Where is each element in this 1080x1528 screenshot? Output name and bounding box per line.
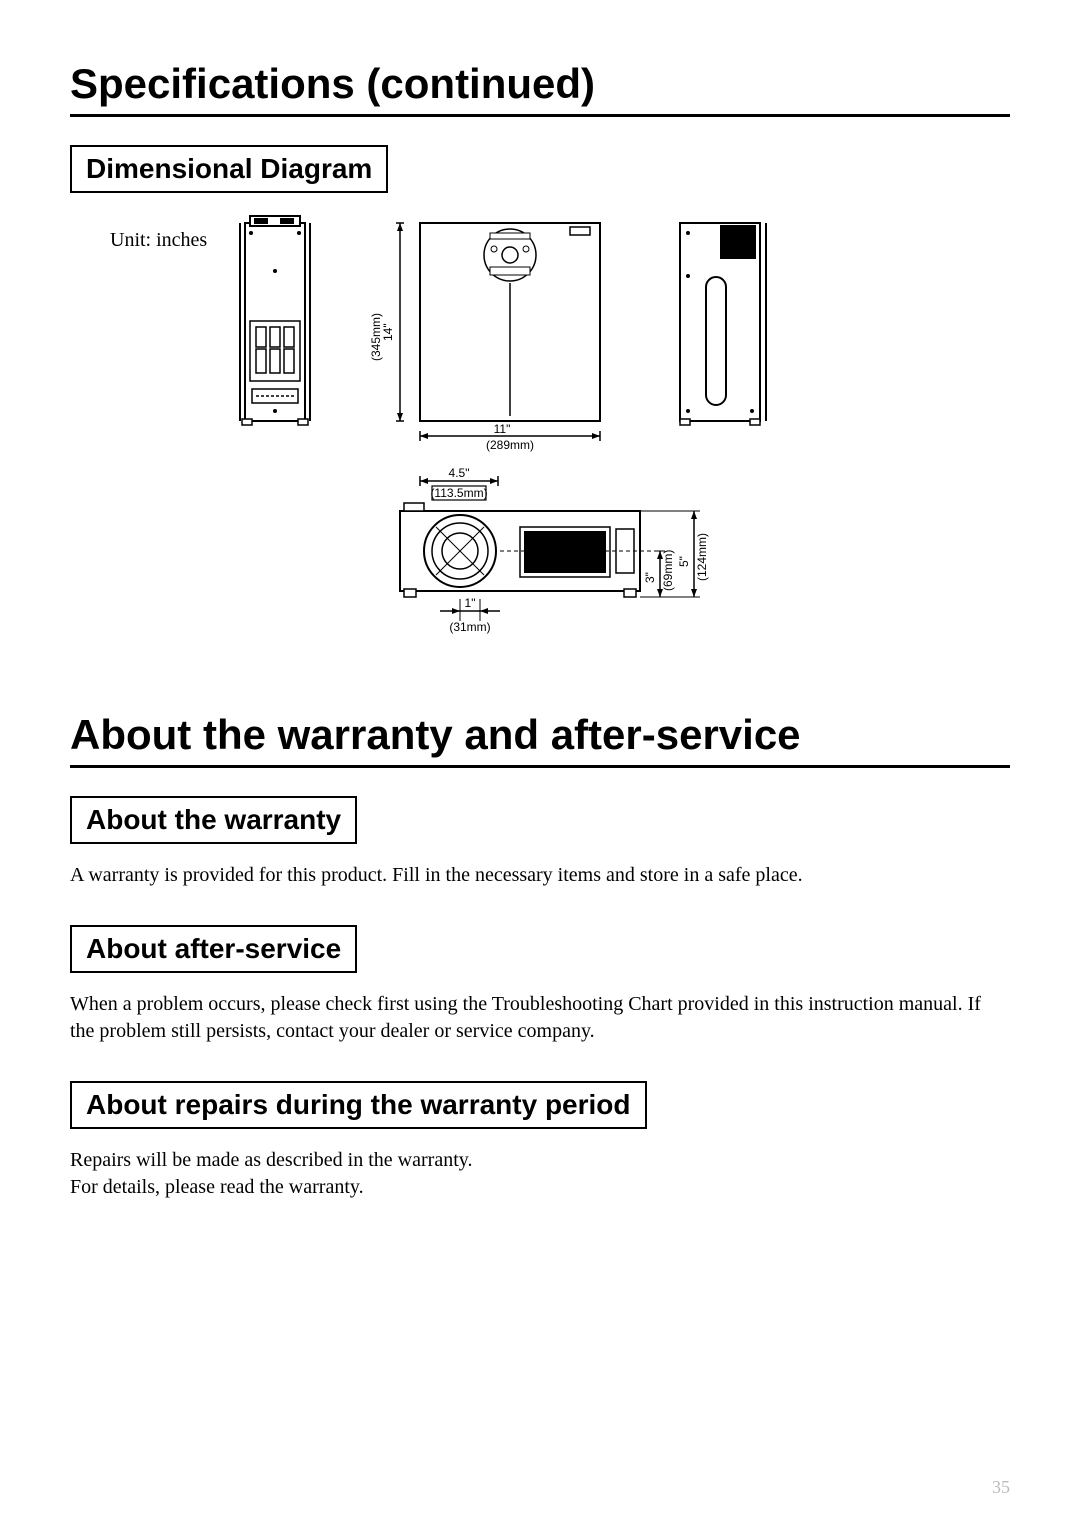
dim-d1-in: 3"	[643, 572, 657, 583]
title-rule-2	[70, 765, 1010, 768]
dim-d1-mm: (69mm)	[661, 550, 675, 591]
side-view-icon	[680, 223, 766, 425]
dim-height-in: 14"	[381, 323, 395, 341]
dim-width-in: 11"	[494, 422, 511, 436]
dim-lens-off-in: 1"	[465, 596, 476, 610]
dim-lens-w-in: 4.5"	[449, 466, 470, 480]
top-view-icon: 14" (345mm) 11" (289mm)	[369, 223, 600, 452]
dim-lens-w-mm: (113.5mm)	[430, 486, 487, 500]
section-label-after-service: About after-service	[70, 925, 357, 973]
repairs-text-1: Repairs will be made as described in the…	[70, 1147, 1010, 1174]
after-service-text: When a problem occurs, please check firs…	[70, 991, 1010, 1045]
warranty-text: A warranty is provided for this product.…	[70, 862, 1010, 889]
dim-d2-in: 5"	[677, 556, 691, 567]
section-label-dimensional: Dimensional Diagram	[70, 145, 388, 193]
title-rule-1	[70, 114, 1010, 117]
dim-lens-off-mm: (31mm)	[449, 620, 490, 634]
dim-height-mm: (345mm)	[369, 313, 383, 361]
page-title-1: Specifications (continued)	[70, 60, 1010, 108]
front-view-icon: 4.5" (113.5mm)	[400, 466, 709, 634]
page-title-2: About the warranty and after-service	[70, 711, 1010, 759]
rear-view-icon	[240, 216, 310, 425]
section-label-warranty: About the warranty	[70, 796, 357, 844]
section-label-repairs: About repairs during the warranty period	[70, 1081, 647, 1129]
dimensional-diagram: Unit: inches	[70, 211, 1010, 671]
dim-width-mm: (289mm)	[486, 438, 534, 452]
repairs-text-2: For details, please read the warranty.	[70, 1174, 1010, 1201]
unit-label: Unit: inches	[110, 229, 207, 252]
page-number: 35	[992, 1477, 1010, 1498]
diagram-svg: 14" (345mm) 11" (289mm)	[230, 211, 930, 671]
dim-d2-mm: (124mm)	[695, 533, 709, 581]
